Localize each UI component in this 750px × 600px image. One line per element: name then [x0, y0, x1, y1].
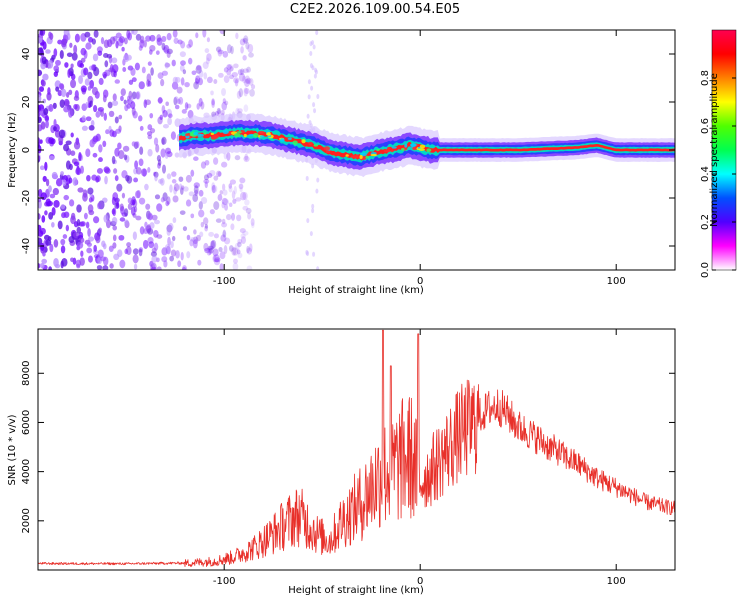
ridge-blob	[193, 131, 199, 136]
x-tick-label: 100	[607, 276, 626, 287]
colorbar-tick-label: 0.4	[700, 166, 711, 182]
ridge-blob	[213, 134, 219, 138]
spectrogram-layer	[38, 30, 675, 270]
spectrogram-panel: -100 0 100 -40 -20 0 20 40 Height of straight l…	[7, 29, 676, 296]
spectrogram-y-axis-title: Frequency (Hz)	[7, 112, 18, 188]
ridge-blob	[197, 133, 202, 138]
x-tick-label: 0	[417, 576, 423, 587]
ridge-blob	[257, 130, 265, 134]
ridge-blob	[252, 133, 259, 138]
snr-layer	[38, 329, 675, 568]
ridge-blob	[404, 143, 408, 148]
x-tick-label: 100	[607, 576, 626, 587]
spectrogram-x-axis-title: Height of straight line (km)	[288, 285, 424, 296]
y-tick-label: 0	[21, 147, 32, 153]
snr-panel: -100 0 100 2000 4000 6000 8000 Height of strai…	[7, 328, 676, 596]
ridge-blob	[323, 146, 331, 151]
x-tick-label: 0	[417, 276, 423, 287]
ridge-blob	[292, 140, 298, 145]
colorbar-tick-label: 0.6	[700, 118, 711, 134]
snr-frame	[37, 328, 676, 571]
ridge-blob	[241, 130, 246, 134]
ridge-blob	[189, 132, 193, 137]
ridge-blob	[365, 155, 370, 159]
ridge-blob	[301, 139, 306, 144]
colorbar-ticks: 0.0 0.2 0.4 0.6 0.8	[700, 70, 736, 278]
ridge-blob	[259, 135, 265, 138]
snr-line	[38, 329, 675, 568]
snr-x-axis-title: Height of straight line (km)	[288, 585, 424, 596]
ridge-blob	[185, 133, 190, 137]
ridge-blob	[287, 137, 292, 140]
ridge-blob	[210, 132, 215, 136]
ridge-blob	[313, 144, 319, 147]
ridge-blob	[412, 146, 417, 151]
y-tick-label: 40	[21, 48, 32, 61]
ridge-blob	[203, 132, 207, 135]
ridge-blob	[401, 147, 405, 151]
ridge-blob	[390, 149, 394, 153]
ridge-blob	[391, 146, 397, 149]
colorbar-label: Normalized spectral amplitude	[709, 73, 720, 227]
ridge-blob	[345, 154, 349, 157]
ridge-blob	[426, 148, 432, 152]
y-tick-label: 2000	[21, 508, 32, 533]
ridge-blob	[383, 149, 391, 153]
y-tick-label: 6000	[21, 410, 32, 435]
ridge-blob	[359, 155, 363, 160]
colorbar-tick-label: 0.8	[700, 70, 711, 86]
ridge-band	[179, 126, 675, 163]
ridge-blob	[419, 144, 426, 149]
snr-y-axis-title: SNR (10 * v/v)	[7, 414, 18, 485]
colorbar-tick-label: 0.0	[700, 262, 711, 278]
x-tick-label: -100	[213, 576, 236, 587]
snr-axes: -100 0 100 2000 4000 6000 8000	[21, 329, 675, 587]
chart-title: C2E2.2026.109.00.54.E05	[289, 2, 461, 17]
y-tick-label: 8000	[21, 361, 32, 386]
y-tick-label: 4000	[21, 459, 32, 484]
ridge-blob	[410, 143, 417, 147]
ridge-blob	[222, 129, 229, 134]
spectrogram-axes: -100 0 100 -40 -20 0 20 40	[21, 30, 675, 287]
x-tick-label: -100	[213, 276, 236, 287]
ridge-blob	[325, 150, 331, 154]
spectrogram-frame	[37, 29, 676, 271]
ridge-blob	[350, 155, 358, 159]
ridge-blob	[370, 153, 378, 157]
y-tick-label: -20	[21, 190, 32, 206]
colorbar-tick-label: 0.2	[700, 214, 711, 230]
y-tick-label: -40	[21, 238, 32, 254]
ridge-blob	[376, 148, 380, 151]
ridge-blob	[308, 141, 313, 146]
ridge-blob	[386, 147, 391, 150]
ridge-blob	[266, 132, 271, 136]
snr-background	[38, 329, 675, 570]
ridge-blob	[280, 138, 285, 142]
colorbar: 0.0 0.2 0.4 0.6 0.8 Normalized spectral ampl…	[700, 29, 737, 278]
ridge-blob	[418, 148, 425, 151]
ridge-blob	[243, 133, 247, 138]
ridge-blob	[234, 132, 241, 138]
y-tick-label: 20	[21, 96, 32, 109]
colorbar-gradient	[711, 29, 737, 271]
